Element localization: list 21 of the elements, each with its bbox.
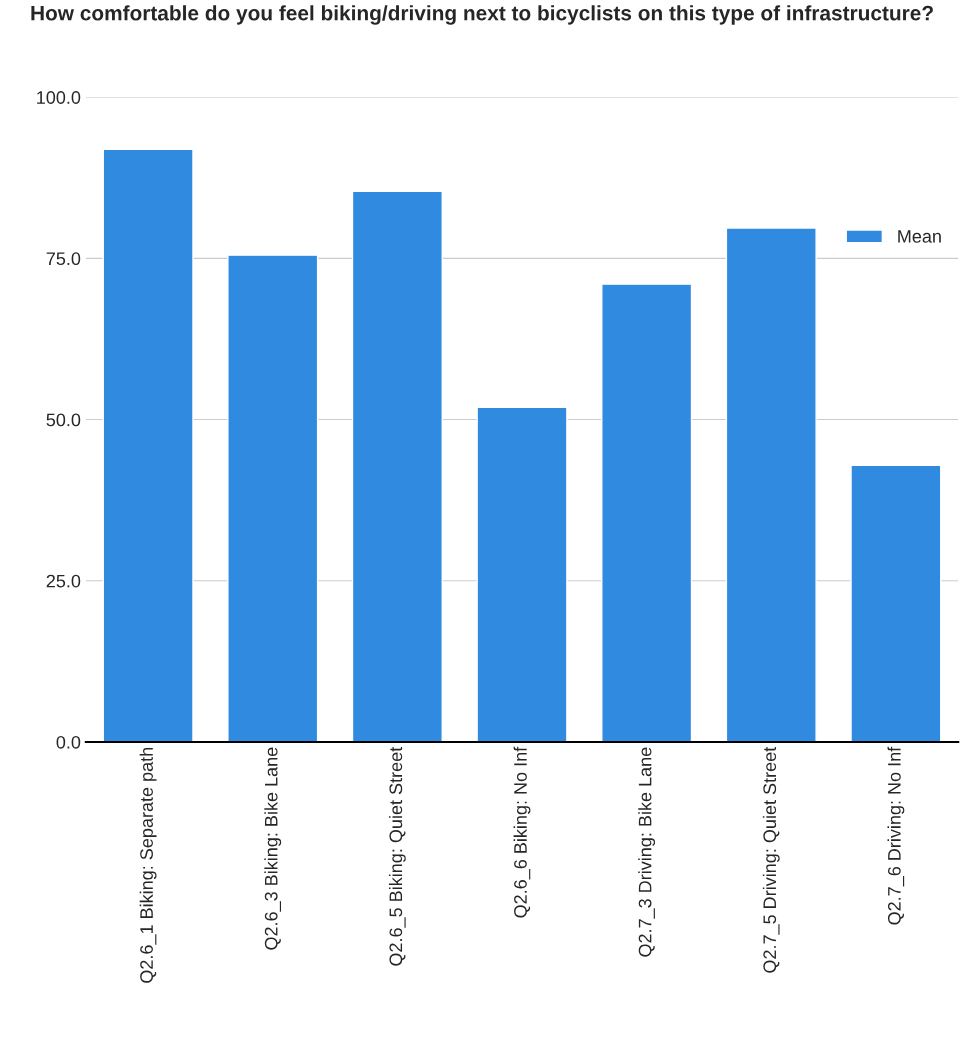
bar (850, 464, 942, 742)
bar (601, 283, 693, 742)
x-tick-label: Q2.7_5 Driving: Quiet Street (762, 746, 780, 973)
y-tick-label: 0.0 (56, 735, 81, 749)
x-tick-label: Q2.6_1 Biking: Separate path (139, 747, 157, 983)
bar (102, 148, 194, 742)
bar (725, 227, 817, 742)
bar (351, 190, 443, 742)
x-tick-label: Q2.6_5 Biking: Quiet Street (388, 746, 406, 966)
x-tick-label: Q2.6_3 Biking: Bike Lane (264, 747, 282, 950)
x-tick-label: Q2.7_3 Driving: Bike Lane (638, 747, 656, 957)
chart-title: How comfortable do you feel biking/driving next to bicyclists on this type of infrastructure? (31, 5, 933, 25)
bar (227, 254, 319, 742)
y-tick-label: 100.0 (37, 91, 81, 104)
y-tick-label: 75.0 (46, 252, 81, 266)
bar (476, 406, 568, 742)
y-tick-label: 25.0 (46, 574, 81, 588)
x-tick-label: Q2.6_6 Biking: No Inf (513, 746, 531, 918)
y-tick-label: 50.0 (46, 413, 81, 427)
legend-label: Mean (898, 230, 941, 243)
x-tick-label: Q2.7_6 Driving: No Inf (887, 746, 905, 925)
